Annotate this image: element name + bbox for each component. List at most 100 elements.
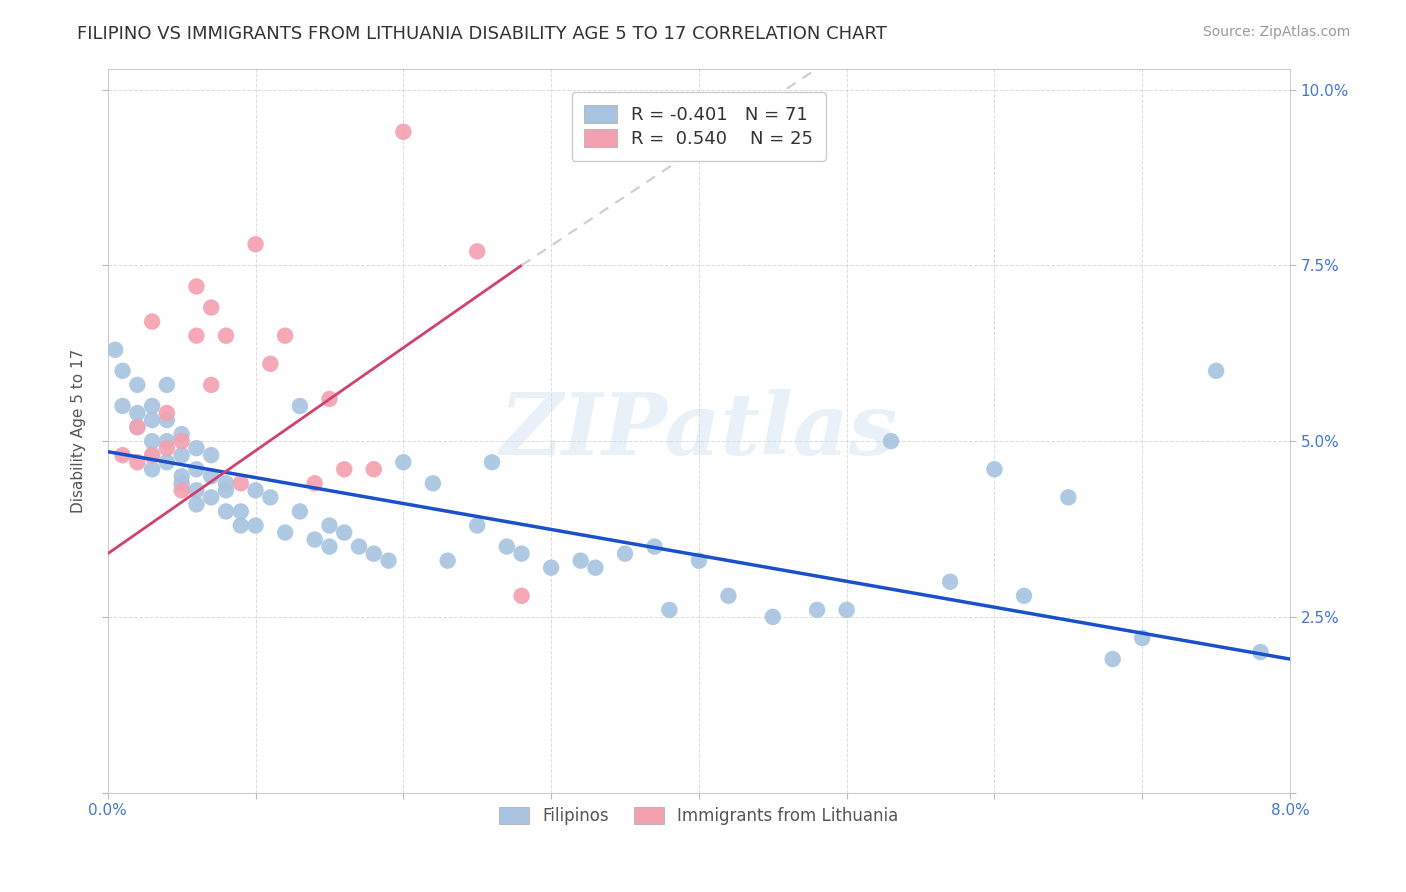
Point: [141, 434, 163, 449]
Point: [170, 448, 193, 462]
Point: [141, 448, 163, 462]
Point: [215, 483, 238, 498]
Point: [141, 413, 163, 427]
Point: [495, 540, 517, 554]
Point: [200, 469, 222, 483]
Point: [200, 448, 222, 462]
Point: [170, 476, 193, 491]
Point: [481, 455, 503, 469]
Point: [288, 399, 311, 413]
Point: [156, 377, 179, 392]
Point: [156, 434, 179, 449]
Point: [186, 279, 208, 293]
Point: [806, 603, 828, 617]
Point: [392, 455, 415, 469]
Point: [436, 554, 458, 568]
Point: [200, 491, 222, 505]
Point: [658, 603, 681, 617]
Point: [333, 525, 356, 540]
Point: [229, 476, 252, 491]
Point: [377, 554, 399, 568]
Point: [392, 125, 415, 139]
Point: [156, 455, 179, 469]
Point: [111, 364, 134, 378]
Point: [229, 518, 252, 533]
Point: [170, 427, 193, 442]
Point: [156, 406, 179, 420]
Point: [186, 328, 208, 343]
Point: [688, 554, 710, 568]
Point: [274, 328, 297, 343]
Point: [186, 497, 208, 511]
Text: ZIPatlas: ZIPatlas: [501, 389, 898, 473]
Point: [333, 462, 356, 476]
Point: [1057, 491, 1080, 505]
Point: [318, 540, 340, 554]
Point: [510, 547, 533, 561]
Point: [347, 540, 370, 554]
Point: [304, 476, 326, 491]
Legend: Filipinos, Immigrants from Lithuania: Filipinos, Immigrants from Lithuania: [489, 797, 908, 835]
Point: [141, 315, 163, 329]
Point: [1012, 589, 1035, 603]
Point: [1101, 652, 1123, 666]
Point: [363, 547, 385, 561]
Point: [229, 504, 252, 518]
Point: [288, 504, 311, 518]
Point: [127, 420, 149, 434]
Point: [1130, 631, 1153, 645]
Point: [170, 469, 193, 483]
Point: [127, 420, 149, 434]
Point: [569, 554, 592, 568]
Point: [104, 343, 127, 357]
Point: [186, 441, 208, 455]
Point: [127, 455, 149, 469]
Point: [141, 399, 163, 413]
Point: [111, 399, 134, 413]
Point: [762, 610, 785, 624]
Point: [318, 518, 340, 533]
Point: [510, 589, 533, 603]
Point: [422, 476, 444, 491]
Y-axis label: Disability Age 5 to 17: Disability Age 5 to 17: [72, 349, 86, 513]
Point: [141, 462, 163, 476]
Point: [245, 518, 267, 533]
Point: [1205, 364, 1227, 378]
Point: [614, 547, 637, 561]
Point: [200, 377, 222, 392]
Point: [186, 483, 208, 498]
Point: [156, 413, 179, 427]
Point: [215, 504, 238, 518]
Point: [141, 448, 163, 462]
Text: FILIPINO VS IMMIGRANTS FROM LITHUANIA DISABILITY AGE 5 TO 17 CORRELATION CHART: FILIPINO VS IMMIGRANTS FROM LITHUANIA DI…: [77, 25, 887, 43]
Point: [215, 328, 238, 343]
Point: [717, 589, 740, 603]
Point: [245, 237, 267, 252]
Point: [318, 392, 340, 406]
Point: [259, 491, 281, 505]
Point: [983, 462, 1005, 476]
Point: [111, 448, 134, 462]
Point: [880, 434, 903, 449]
Point: [585, 560, 607, 574]
Point: [540, 560, 562, 574]
Point: [156, 441, 179, 455]
Point: [127, 377, 149, 392]
Point: [170, 434, 193, 449]
Point: [200, 301, 222, 315]
Point: [835, 603, 858, 617]
Point: [465, 518, 488, 533]
Point: [939, 574, 962, 589]
Point: [259, 357, 281, 371]
Point: [1249, 645, 1271, 659]
Point: [127, 406, 149, 420]
Point: [215, 476, 238, 491]
Point: [465, 244, 488, 259]
Point: [170, 483, 193, 498]
Point: [363, 462, 385, 476]
Point: [304, 533, 326, 547]
Point: [186, 462, 208, 476]
Text: Source: ZipAtlas.com: Source: ZipAtlas.com: [1202, 25, 1350, 39]
Point: [644, 540, 666, 554]
Point: [274, 525, 297, 540]
